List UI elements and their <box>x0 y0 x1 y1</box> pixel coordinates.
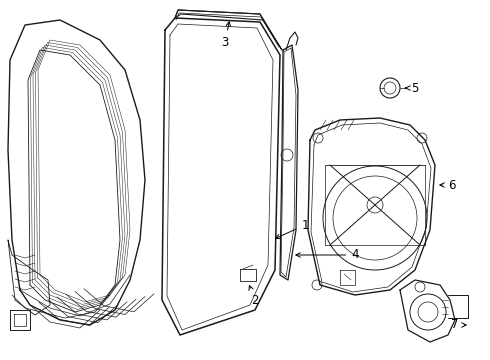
Text: 7: 7 <box>451 319 466 332</box>
Text: 5: 5 <box>406 81 418 95</box>
Text: 2: 2 <box>249 285 259 306</box>
Text: 1: 1 <box>275 219 309 239</box>
Text: 4: 4 <box>296 248 359 261</box>
Text: 3: 3 <box>221 22 230 49</box>
Text: 6: 6 <box>440 179 456 192</box>
